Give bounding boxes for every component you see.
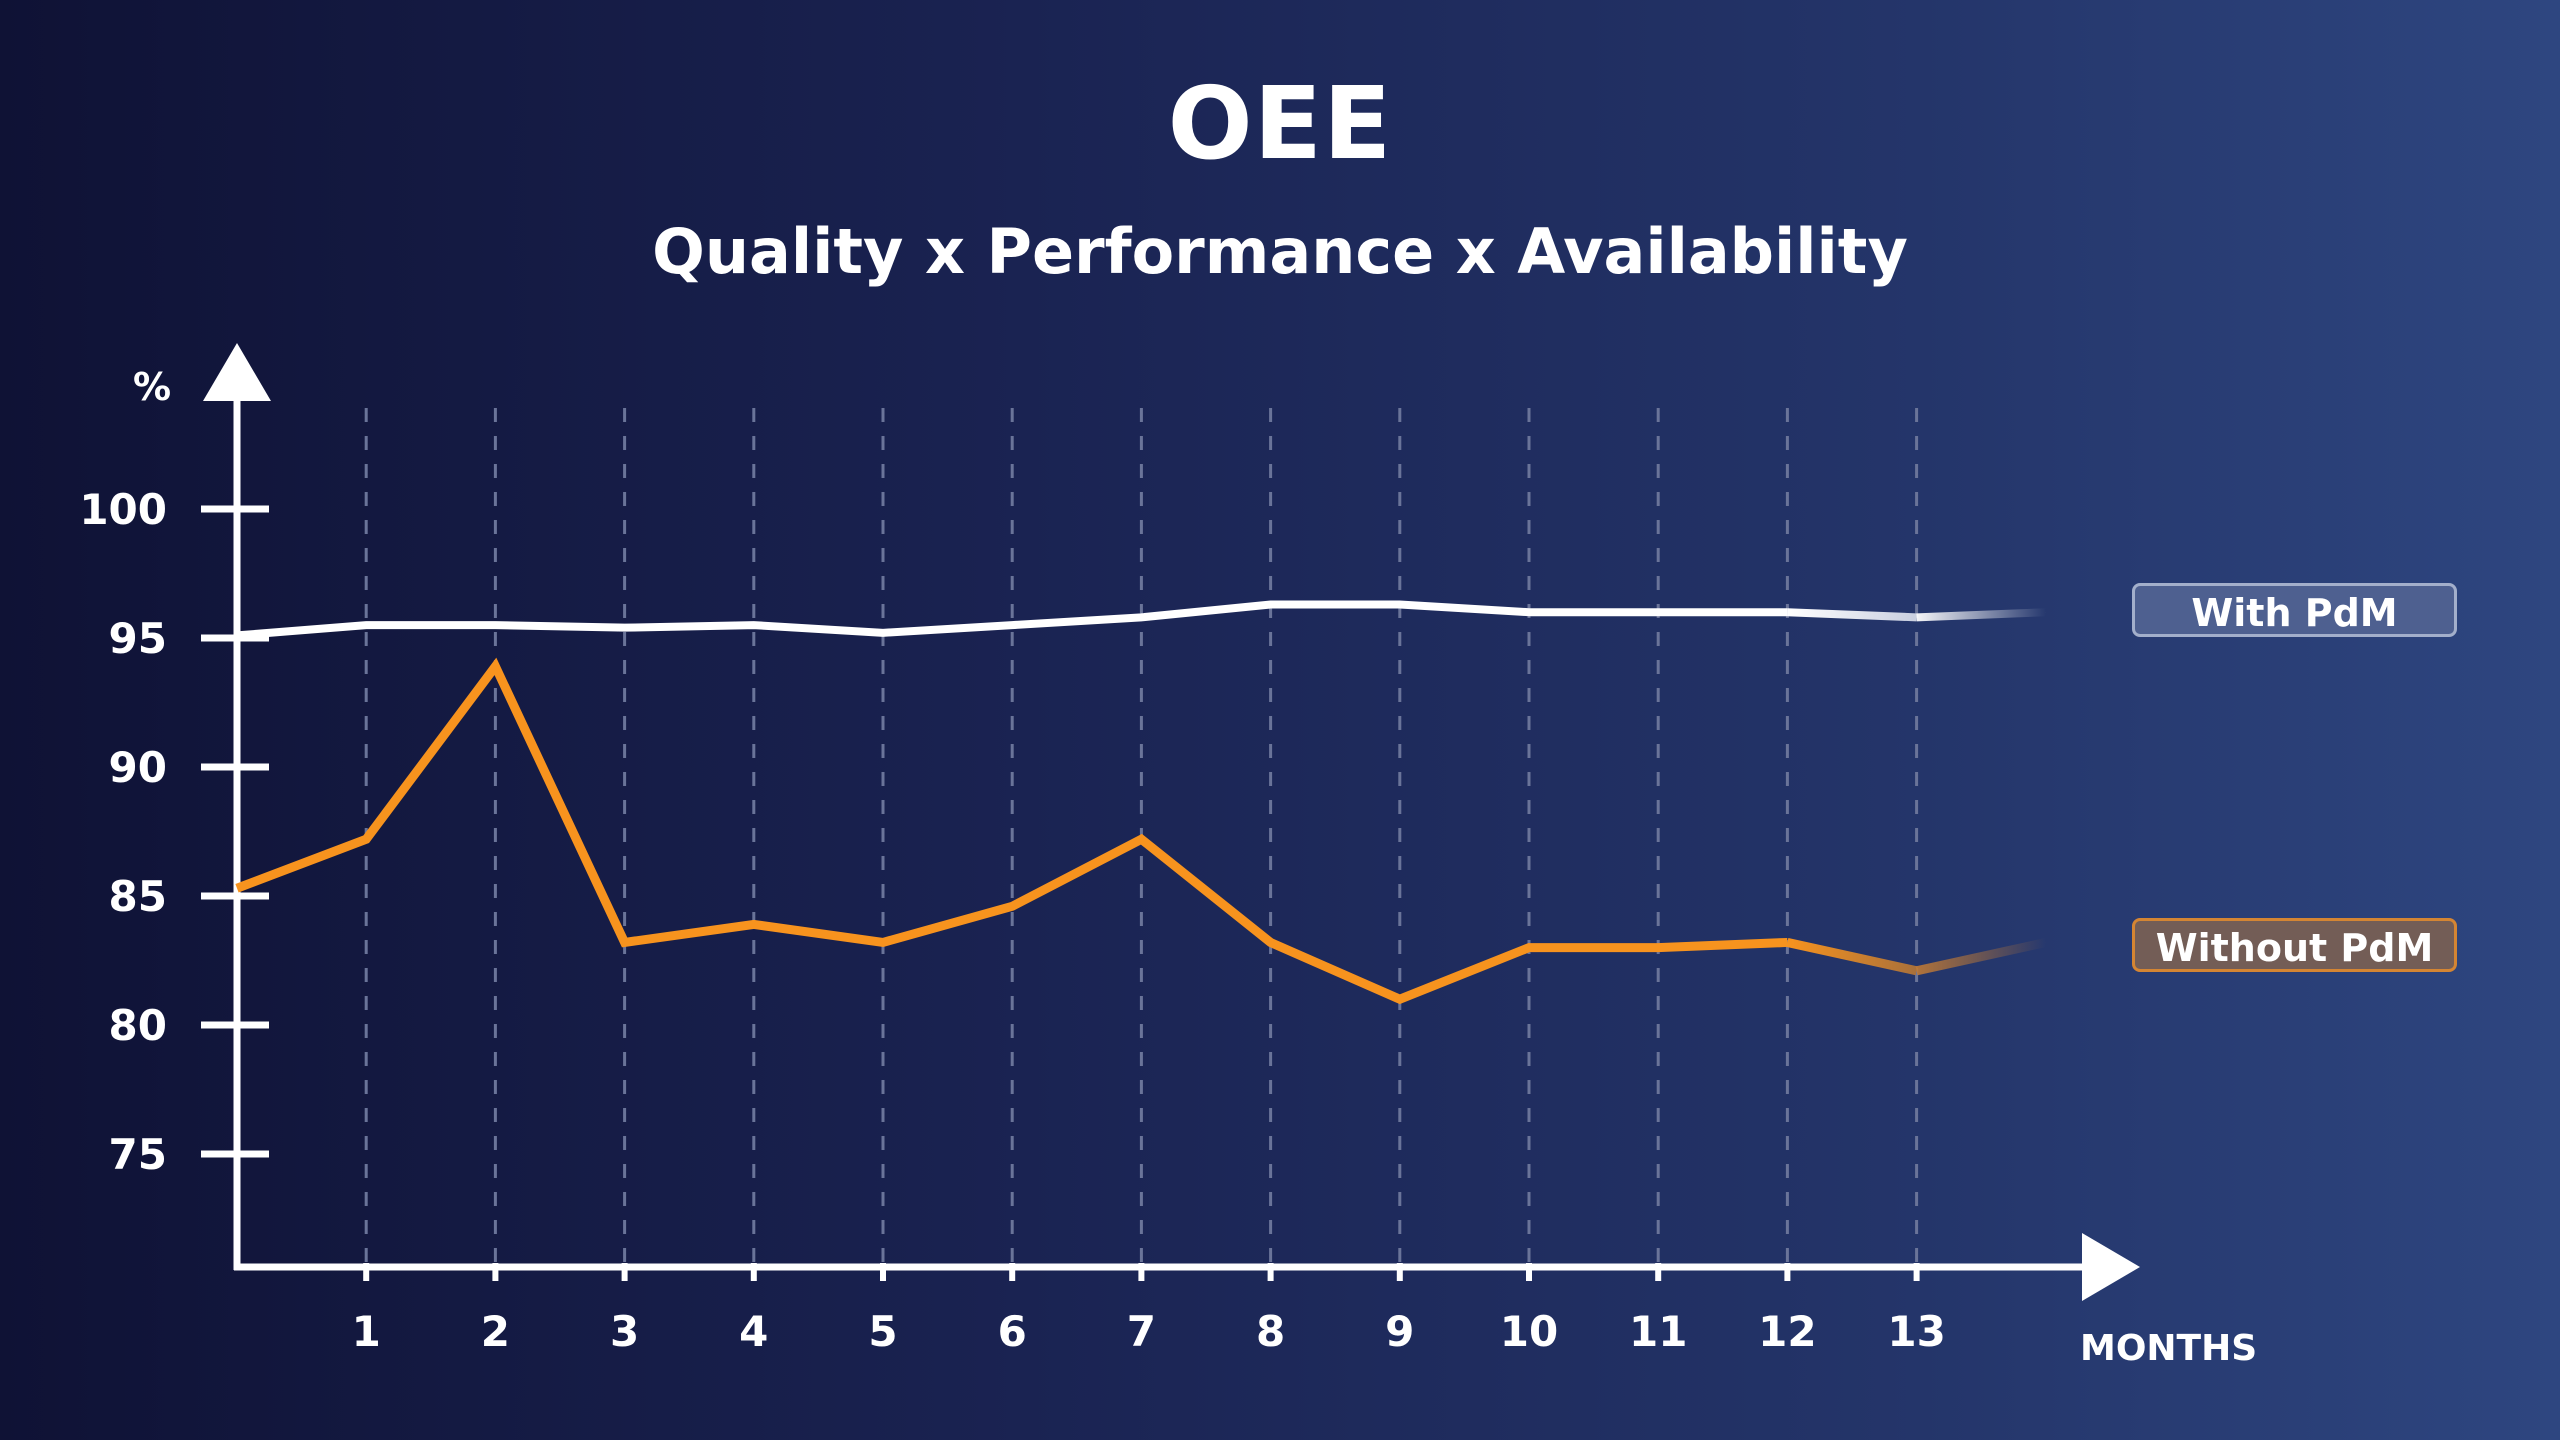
series-fade-segment — [1916, 608, 2046, 622]
x-tick-label: 6 — [998, 1307, 1027, 1356]
x-tick-label: 10 — [1500, 1307, 1558, 1356]
x-tick-label: 3 — [610, 1307, 639, 1356]
legend-with-pdm: With PdM — [2132, 583, 2457, 637]
x-tick-label: 11 — [1629, 1307, 1687, 1356]
series-segment — [1786, 938, 1918, 976]
y-tick-label: 95 — [109, 614, 167, 663]
x-tick-label: 5 — [868, 1307, 897, 1356]
y-tick-label: 100 — [79, 485, 167, 534]
x-tick-label: 2 — [481, 1307, 510, 1356]
y-axis-arrow — [203, 343, 271, 401]
x-tick-label: 8 — [1256, 1307, 1285, 1356]
x-axis-arrow — [2082, 1233, 2140, 1301]
series-segment — [1787, 608, 1917, 622]
x-tick-label: 4 — [739, 1307, 768, 1356]
series-without-pdm — [235, 657, 2047, 1005]
series-with-pdm — [236, 600, 2046, 640]
legend-without-pdm: Without PdM — [2132, 918, 2457, 972]
chart-subtitle: Quality x Performance x Availability — [652, 215, 1908, 288]
y-tick-label: 90 — [109, 743, 167, 792]
x-tick-label: 13 — [1887, 1307, 1945, 1356]
x-tick-label: 7 — [1127, 1307, 1156, 1356]
x-axis-label: MONTHS — [2080, 1328, 2257, 1369]
y-tick-label: 80 — [109, 1001, 167, 1050]
series-fade-segment — [1915, 938, 2047, 976]
y-axis-label: % — [133, 365, 171, 409]
chart-title: OEE — [1167, 65, 1393, 182]
x-tick-label: 12 — [1758, 1307, 1816, 1356]
x-tick-label: 9 — [1385, 1307, 1414, 1356]
y-tick-label: 85 — [109, 872, 167, 921]
y-tick-label: 75 — [109, 1130, 167, 1179]
x-tick-label: 1 — [352, 1307, 381, 1356]
